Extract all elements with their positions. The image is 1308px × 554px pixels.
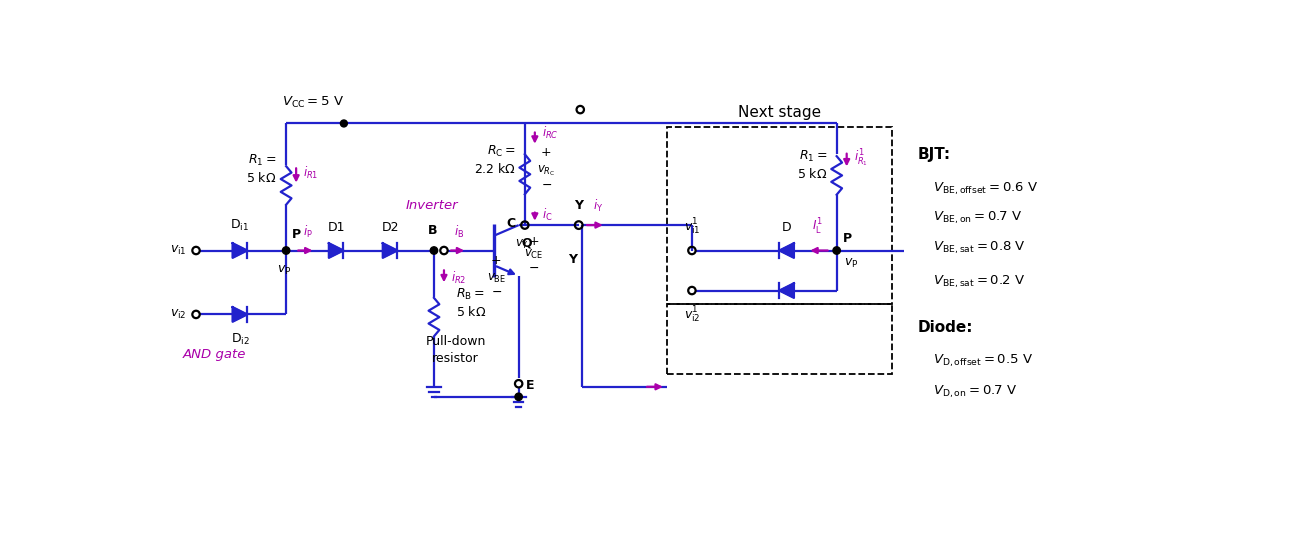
Text: $i_{\rm C}$: $i_{\rm C}$ xyxy=(542,207,552,223)
Text: $i_{R1}$: $i_{R1}$ xyxy=(303,165,319,181)
Circle shape xyxy=(430,247,438,254)
Text: $i_{\rm P}$: $i_{\rm P}$ xyxy=(302,224,313,240)
Text: $v_{\rm i1}$: $v_{\rm i1}$ xyxy=(170,244,187,257)
Text: Inverter: Inverter xyxy=(405,199,459,212)
Text: $v_{{\rm i}2}^1$: $v_{{\rm i}2}^1$ xyxy=(684,304,700,325)
Text: P: P xyxy=(842,232,852,245)
Text: $v_{\rm Y}$: $v_{\rm Y}$ xyxy=(515,238,528,250)
Text: $v_{\rm P}$: $v_{\rm P}$ xyxy=(845,257,859,270)
Text: BJT:: BJT: xyxy=(917,147,951,162)
Circle shape xyxy=(340,120,348,127)
Polygon shape xyxy=(780,243,794,258)
Text: $i_{R_1}^1$: $i_{R_1}^1$ xyxy=(854,148,867,170)
Text: $V_{\rm BE,on}=0.7\ {\rm V}$: $V_{\rm BE,on}=0.7\ {\rm V}$ xyxy=(933,210,1023,227)
Text: $R_{\rm C}=$: $R_{\rm C}=$ xyxy=(487,143,515,159)
Text: $v_{\rm i2}$: $v_{\rm i2}$ xyxy=(170,308,187,321)
Text: resistor: resistor xyxy=(432,352,479,365)
Text: $v_{R_{\rm C}}$: $v_{R_{\rm C}}$ xyxy=(538,163,556,178)
Text: $i_{R2}$: $i_{R2}$ xyxy=(451,269,467,285)
Polygon shape xyxy=(233,307,247,322)
Text: $v_{\rm CE}$: $v_{\rm CE}$ xyxy=(525,248,544,261)
Text: $-$: $-$ xyxy=(528,261,540,274)
Text: 5 k$\Omega$: 5 k$\Omega$ xyxy=(246,171,276,184)
Text: Diode:: Diode: xyxy=(917,320,973,335)
Text: $R_1=$: $R_1=$ xyxy=(799,148,828,164)
Text: $V_{\rm D,on}=0.7\ {\rm V}$: $V_{\rm D,on}=0.7\ {\rm V}$ xyxy=(933,383,1018,399)
Text: $v_{\rm P}$: $v_{\rm P}$ xyxy=(277,264,292,278)
Circle shape xyxy=(515,393,522,401)
Polygon shape xyxy=(328,243,344,258)
Text: $V_{\rm D,offset}=0.5\ {\rm V}$: $V_{\rm D,offset}=0.5\ {\rm V}$ xyxy=(933,352,1033,369)
Text: Y: Y xyxy=(574,199,583,212)
Text: $i_{\rm Y}$: $i_{\rm Y}$ xyxy=(593,197,603,213)
Text: +: + xyxy=(490,254,502,267)
Text: $v_{{\rm i}1}^1$: $v_{{\rm i}1}^1$ xyxy=(684,217,700,237)
Text: Y: Y xyxy=(568,253,577,266)
Text: +: + xyxy=(542,146,552,159)
Text: D: D xyxy=(782,220,791,234)
Text: $V_{\rm BE,sat}=0.8\ {\rm V}$: $V_{\rm BE,sat}=0.8\ {\rm V}$ xyxy=(933,239,1025,255)
Text: E: E xyxy=(526,379,535,392)
Text: $V_{\rm BE,offset}=0.6\ {\rm V}$: $V_{\rm BE,offset}=0.6\ {\rm V}$ xyxy=(933,181,1039,197)
Text: ${\rm D_{i1}}$: ${\rm D_{i1}}$ xyxy=(230,218,250,233)
Circle shape xyxy=(283,247,290,254)
Text: 5 k$\Omega$: 5 k$\Omega$ xyxy=(797,167,828,181)
Text: $i_{RC}$: $i_{RC}$ xyxy=(542,125,559,141)
Text: $i_{\rm B}$: $i_{\rm B}$ xyxy=(454,224,464,240)
Text: $R_{\rm B}=$: $R_{\rm B}=$ xyxy=(455,286,484,301)
Text: Pull-down: Pull-down xyxy=(425,335,485,348)
Polygon shape xyxy=(780,283,794,298)
Text: D1: D1 xyxy=(327,220,345,234)
Text: $-$: $-$ xyxy=(490,285,502,298)
Text: P: P xyxy=(292,228,301,242)
Text: 5 k$\Omega$: 5 k$\Omega$ xyxy=(455,305,485,320)
Circle shape xyxy=(833,247,840,254)
Polygon shape xyxy=(383,243,398,258)
Text: AND gate: AND gate xyxy=(183,348,246,361)
Text: $V_{\rm CC}=5\ {\rm V}$: $V_{\rm CC}=5\ {\rm V}$ xyxy=(283,95,344,110)
Text: ${\rm D_{i2}}$: ${\rm D_{i2}}$ xyxy=(230,332,250,347)
Text: C: C xyxy=(506,217,515,230)
Text: $R_1=$: $R_1=$ xyxy=(247,152,276,168)
Text: +: + xyxy=(528,235,539,248)
Text: $I_{\rm L}^1$: $I_{\rm L}^1$ xyxy=(812,217,823,238)
Polygon shape xyxy=(233,243,247,258)
Text: D2: D2 xyxy=(382,220,399,234)
Text: $-$: $-$ xyxy=(540,178,552,191)
Text: $v_{\rm BE}$: $v_{\rm BE}$ xyxy=(487,271,506,285)
Text: 2.2 k$\Omega$: 2.2 k$\Omega$ xyxy=(473,162,515,176)
Text: Next stage: Next stage xyxy=(738,105,821,120)
Text: Q: Q xyxy=(521,237,531,249)
Text: B: B xyxy=(428,224,438,238)
Text: $V_{\rm BE,sat}=0.2\ {\rm V}$: $V_{\rm BE,sat}=0.2\ {\rm V}$ xyxy=(933,273,1025,290)
